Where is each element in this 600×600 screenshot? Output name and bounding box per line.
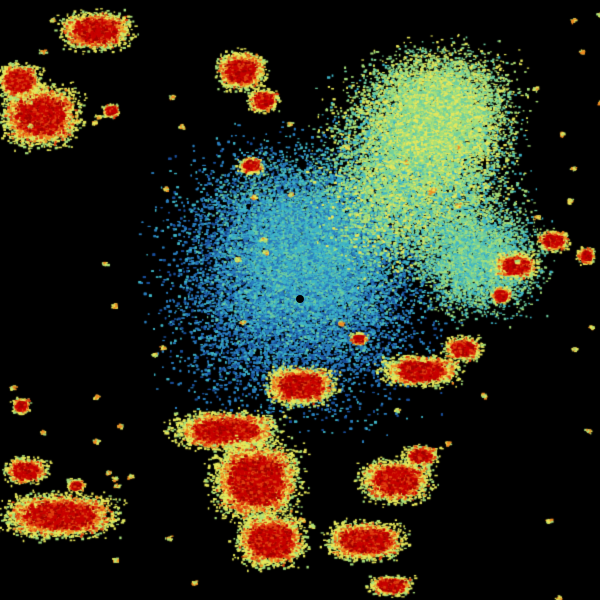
radar-site-marker: [296, 295, 304, 303]
